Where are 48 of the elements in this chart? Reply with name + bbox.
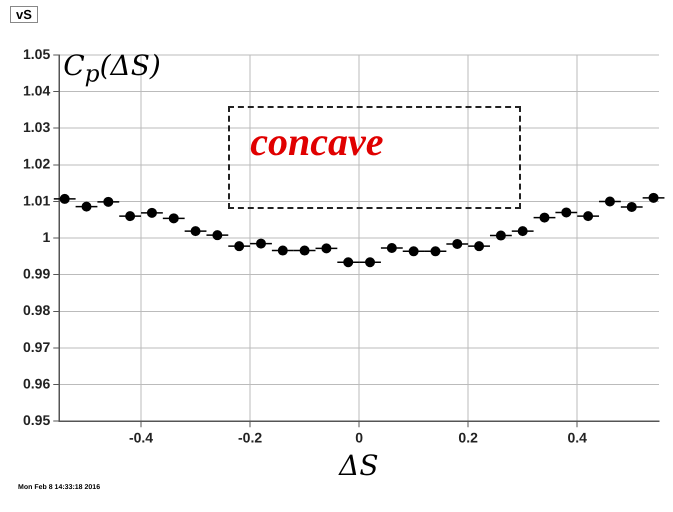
point (190, 226, 201, 236)
y-tick-label: 0.97 (23, 338, 50, 355)
point (60, 194, 70, 204)
x-axis-title: ΔS (339, 449, 379, 482)
chart-title: vS (10, 6, 38, 23)
y-tick-label: 1.05 (23, 46, 50, 62)
point (125, 211, 136, 222)
point (540, 212, 550, 223)
point (300, 246, 310, 256)
point (648, 192, 659, 203)
point (212, 230, 222, 240)
y-tick-label: 0.99 (23, 266, 50, 282)
point (518, 226, 528, 236)
point (256, 238, 266, 249)
y-tick-label: 0.96 (23, 375, 50, 392)
y-tick-label: 1.04 (23, 82, 50, 98)
y-tick-label: 1.01 (23, 192, 50, 208)
y-axis-title: C$_{p}$(ΔS) (63, 49, 161, 88)
y-tick-label: 1.02 (23, 156, 50, 172)
point (604, 196, 615, 206)
x-tick-label: 0.2 (458, 429, 478, 446)
point (146, 208, 157, 218)
point (365, 257, 376, 268)
x-tick-label: 0 (355, 429, 364, 446)
point (278, 246, 288, 256)
point (234, 241, 244, 252)
y-tick-label: 0.98 (23, 302, 50, 318)
point (408, 246, 419, 256)
point (343, 257, 354, 268)
point (496, 230, 506, 241)
point (321, 243, 332, 254)
y-tick-label: 0.95 (23, 412, 50, 428)
point (168, 213, 179, 224)
point (452, 238, 462, 249)
y-tick-label: 1.03 (23, 119, 50, 136)
x-tick-label: 0.4 (567, 429, 588, 446)
x-tick-label: -0.4 (128, 429, 154, 446)
point (583, 211, 594, 222)
point (386, 242, 397, 253)
point (103, 196, 114, 207)
point (430, 246, 440, 256)
point (474, 241, 484, 252)
y-tick-label: 1 (42, 228, 50, 245)
x-tick-label: -0.2 (238, 429, 262, 446)
annotation: concave (250, 118, 384, 166)
point (626, 202, 637, 212)
point (82, 202, 92, 212)
point (561, 207, 572, 218)
